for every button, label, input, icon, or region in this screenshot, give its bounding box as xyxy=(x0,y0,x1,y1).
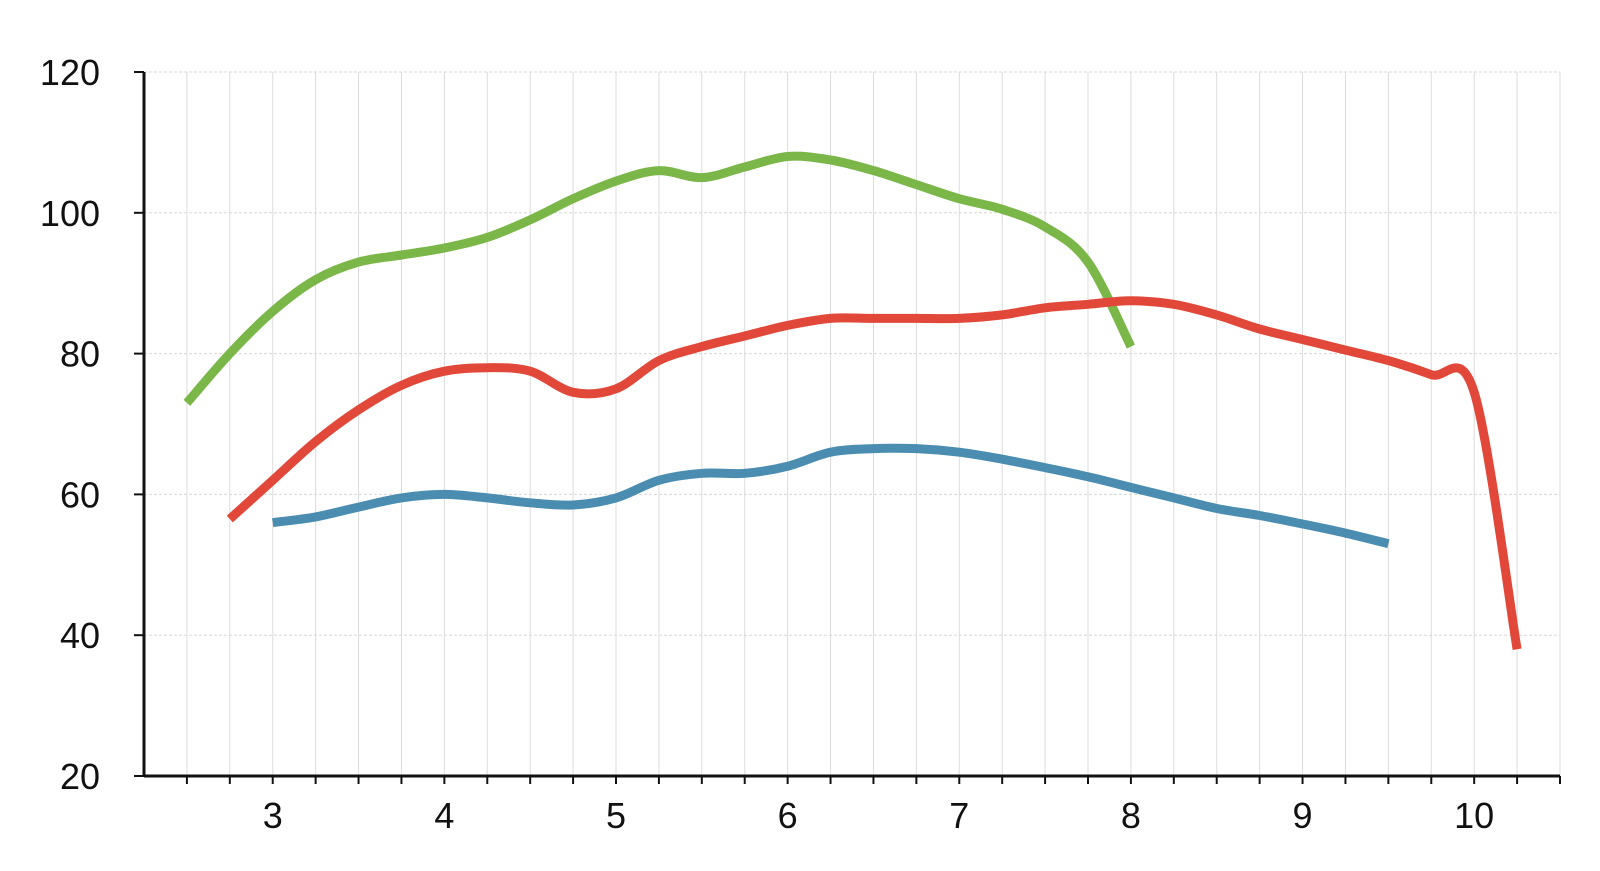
y-tick-label: 40 xyxy=(60,615,100,656)
y-tick-label: 80 xyxy=(60,334,100,375)
chart-grid xyxy=(144,71,1561,776)
y-tick-label: 100 xyxy=(40,193,100,234)
x-tick-label: 5 xyxy=(606,795,626,836)
chart-axes xyxy=(142,72,1560,778)
x-tick-label: 9 xyxy=(1293,795,1313,836)
data-series xyxy=(183,151,1522,651)
y-tick-label: 20 xyxy=(60,756,100,797)
x-tick-label: 4 xyxy=(434,795,454,836)
series-line xyxy=(183,151,1135,406)
y-tick-label: 60 xyxy=(60,474,100,515)
x-tick-label: 7 xyxy=(949,795,969,836)
x-tick-label: 3 xyxy=(263,795,283,836)
series-line xyxy=(272,443,1390,549)
y-tick-label: 120 xyxy=(40,52,100,93)
series-line xyxy=(226,296,1522,651)
axis-ticks: 20 40 60 80 100 120 3 4 5 6 7 8 9 10 xyxy=(40,52,1561,836)
x-tick-label: 10 xyxy=(1454,795,1494,836)
x-tick-label: 8 xyxy=(1121,795,1141,836)
x-tick-label: 6 xyxy=(778,795,798,836)
